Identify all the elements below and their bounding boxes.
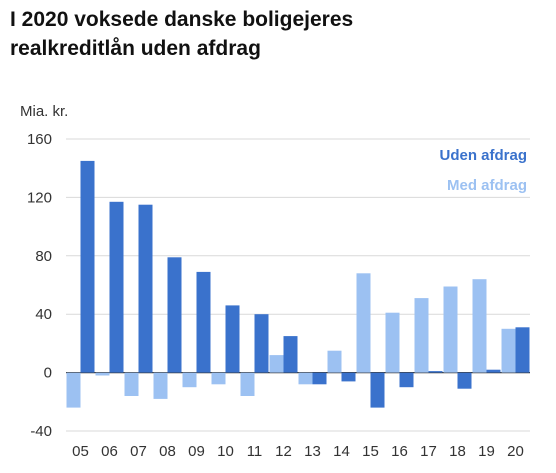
x-tick-label: 12 — [275, 443, 292, 460]
bar-uden-afdrag — [225, 305, 240, 373]
y-tick-label: 0 — [44, 365, 52, 382]
bar-med-afdrag — [182, 372, 197, 388]
bar-med-afdrag — [240, 372, 255, 396]
bar-uden-afdrag — [428, 371, 443, 373]
y-axis-ticks: -40 0 40 80 120 160 — [27, 131, 52, 440]
bar-med-afdrag — [153, 372, 168, 399]
bar-uden-afdrag — [341, 372, 356, 382]
chart-title: I 2020 voksede danske boligejeres realkr… — [10, 5, 550, 63]
x-tick-label: 16 — [391, 443, 408, 460]
bar-med-afdrag — [501, 328, 516, 373]
x-tick-label: 06 — [101, 443, 118, 460]
bar-med-afdrag — [66, 372, 81, 408]
x-tick-label: 18 — [449, 443, 466, 460]
bars — [66, 160, 530, 408]
bar-med-afdrag — [472, 279, 487, 373]
x-tick-label: 15 — [362, 443, 379, 460]
x-tick-label: 14 — [333, 443, 350, 460]
legend: Uden afdrag Med afdrag — [439, 147, 527, 194]
bar-med-afdrag — [414, 298, 429, 373]
bar-med-afdrag — [385, 312, 400, 373]
bar-uden-afdrag — [312, 372, 327, 385]
bar-med-afdrag — [327, 350, 342, 373]
bar-uden-afdrag — [457, 372, 472, 389]
y-tick-label: 80 — [35, 248, 52, 265]
x-axis-ticks: 05 06 07 08 09 10 11 12 13 14 15 16 17 18 19 20 — [72, 443, 524, 460]
legend-uden-afdrag: Uden afdrag — [439, 147, 527, 164]
bar-uden-afdrag — [254, 314, 269, 373]
x-tick-label: 08 — [159, 443, 176, 460]
y-tick-label: -40 — [30, 423, 52, 440]
y-axis-unit-label: Mia. kr. — [20, 103, 68, 120]
x-tick-label: 11 — [247, 443, 263, 460]
bar-uden-afdrag — [80, 160, 95, 373]
bar-med-afdrag — [269, 355, 284, 373]
x-tick-label: 13 — [304, 443, 321, 460]
x-tick-label: 05 — [72, 443, 89, 460]
y-tick-label: 160 — [27, 131, 52, 148]
bar-uden-afdrag — [486, 369, 501, 373]
bar-uden-afdrag — [399, 372, 414, 388]
bar-med-afdrag — [211, 372, 226, 385]
bar-uden-afdrag — [196, 271, 211, 373]
chart-title-line-2: realkreditlån uden afdrag — [10, 37, 261, 60]
bar-uden-afdrag — [283, 336, 298, 373]
bar-med-afdrag — [443, 286, 458, 373]
x-tick-label: 07 — [130, 443, 147, 460]
legend-med-afdrag: Med afdrag — [447, 177, 527, 194]
x-tick-label: 17 — [420, 443, 437, 460]
x-tick-label: 09 — [188, 443, 205, 460]
x-tick-label: 19 — [478, 443, 495, 460]
bar-med-afdrag — [124, 372, 139, 396]
bar-uden-afdrag — [370, 372, 385, 408]
bar-uden-afdrag — [138, 204, 153, 373]
bar-med-afdrag — [298, 372, 313, 385]
y-tick-label: 40 — [35, 306, 52, 323]
y-tick-label: 120 — [27, 189, 52, 206]
chart-title-line-1: I 2020 voksede danske boligejeres — [10, 8, 354, 31]
bar-med-afdrag — [356, 273, 371, 373]
x-tick-label: 10 — [217, 443, 234, 460]
bar-uden-afdrag — [109, 201, 124, 373]
bar-uden-afdrag — [515, 327, 530, 373]
bar-med-afdrag — [95, 372, 110, 376]
bar-uden-afdrag — [167, 257, 182, 373]
x-tick-label: 20 — [507, 443, 524, 460]
